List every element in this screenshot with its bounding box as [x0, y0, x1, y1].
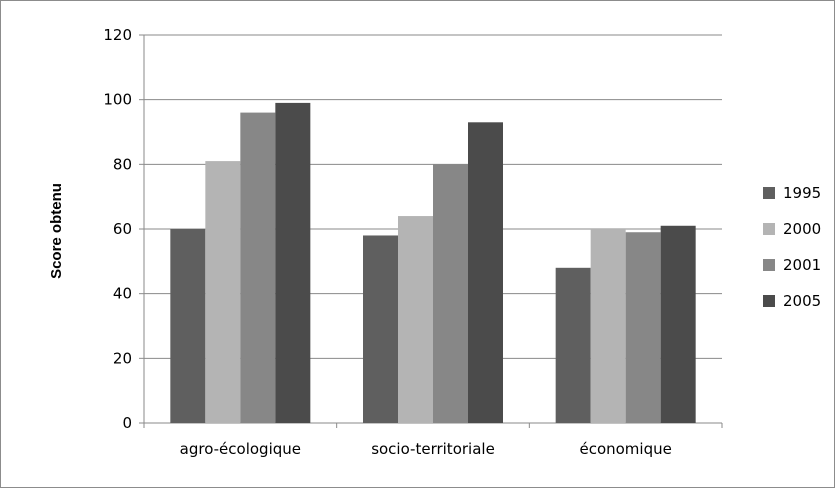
bar-2001-1 — [240, 112, 276, 423]
bar-2000-1 — [205, 161, 241, 423]
category-labels: agro-écologique socio-territoriale économi… — [180, 440, 672, 458]
y-tick-label: 40 — [113, 285, 132, 303]
bar-2005-3 — [660, 225, 696, 423]
legend-entry: 2001 — [783, 256, 821, 274]
y-tick-label: 0 — [122, 414, 132, 432]
bar-1995-2 — [363, 235, 398, 423]
legend-entry: 2000 — [783, 220, 821, 238]
y-tick-label: 100 — [103, 91, 132, 109]
legend-swatch — [763, 295, 775, 307]
bar-2005-2 — [468, 122, 503, 424]
category-label: socio-territoriale — [371, 440, 495, 458]
y-tick-label: 120 — [103, 26, 132, 44]
y-tick-labels: 0 20 40 60 80 100 120 — [103, 26, 132, 432]
y-axis-label: Score obtenu — [48, 183, 65, 279]
y-tick-label: 20 — [113, 349, 132, 367]
category-label: agro-écologique — [180, 440, 301, 458]
bar-2001-2 — [433, 164, 468, 424]
category-label: économique — [579, 440, 671, 458]
y-tick-label: 60 — [113, 220, 132, 238]
bars — [170, 102, 696, 424]
legend-swatch — [763, 187, 775, 199]
bar-2001-3 — [625, 232, 661, 423]
bar-1995-1 — [170, 229, 206, 423]
y-tick-label: 80 — [113, 155, 132, 173]
bar-1995-3 — [555, 267, 591, 423]
bar-2000-2 — [398, 216, 433, 423]
legend-swatch — [763, 259, 775, 271]
legend-swatch — [763, 223, 775, 235]
bar-2000-3 — [590, 229, 626, 423]
legend-entry: 1995 — [783, 184, 821, 202]
legend-entry: 2005 — [783, 292, 821, 310]
legend: 1995 2000 2001 2005 — [763, 184, 821, 310]
bar-2005-1 — [275, 102, 311, 424]
